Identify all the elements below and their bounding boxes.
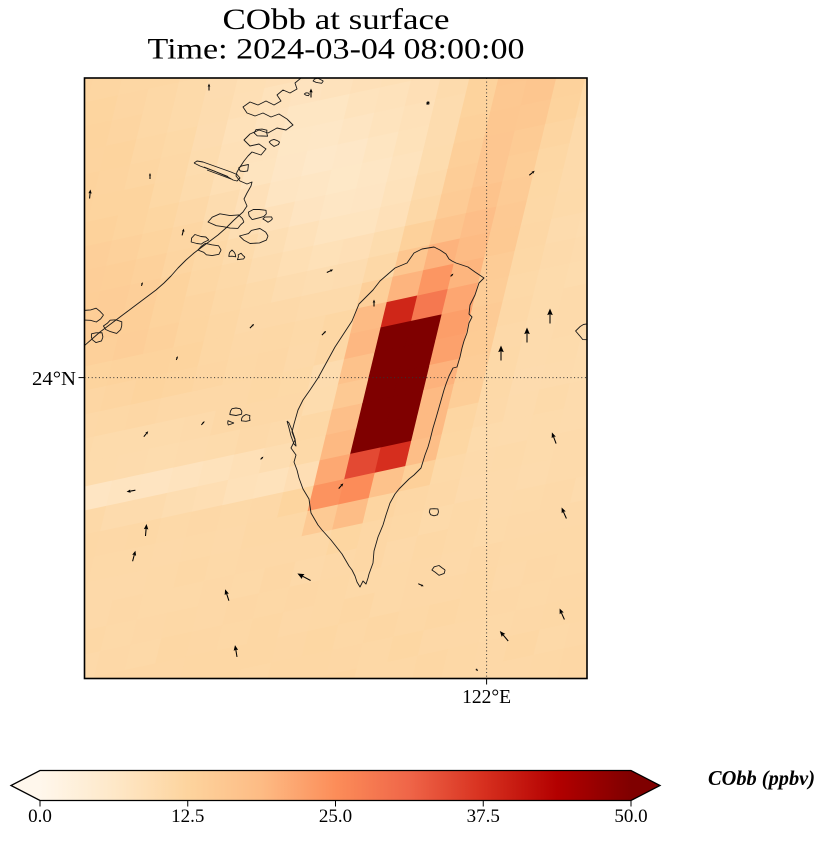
svg-text:0.0: 0.0 <box>28 806 52 827</box>
svg-text:122°E: 122°E <box>462 686 511 708</box>
svg-text:50.0: 50.0 <box>614 806 647 827</box>
svg-text:CObb (ppbv): CObb (ppbv) <box>708 766 815 790</box>
svg-text:24°N: 24°N <box>32 368 76 390</box>
svg-text:CObb at surface: CObb at surface <box>223 3 450 36</box>
svg-text:25.0: 25.0 <box>319 806 352 827</box>
svg-text:Time: 2024-03-04 08:00:00: Time: 2024-03-04 08:00:00 <box>148 33 525 66</box>
svg-text:12.5: 12.5 <box>171 806 204 827</box>
svg-text:37.5: 37.5 <box>467 806 500 827</box>
